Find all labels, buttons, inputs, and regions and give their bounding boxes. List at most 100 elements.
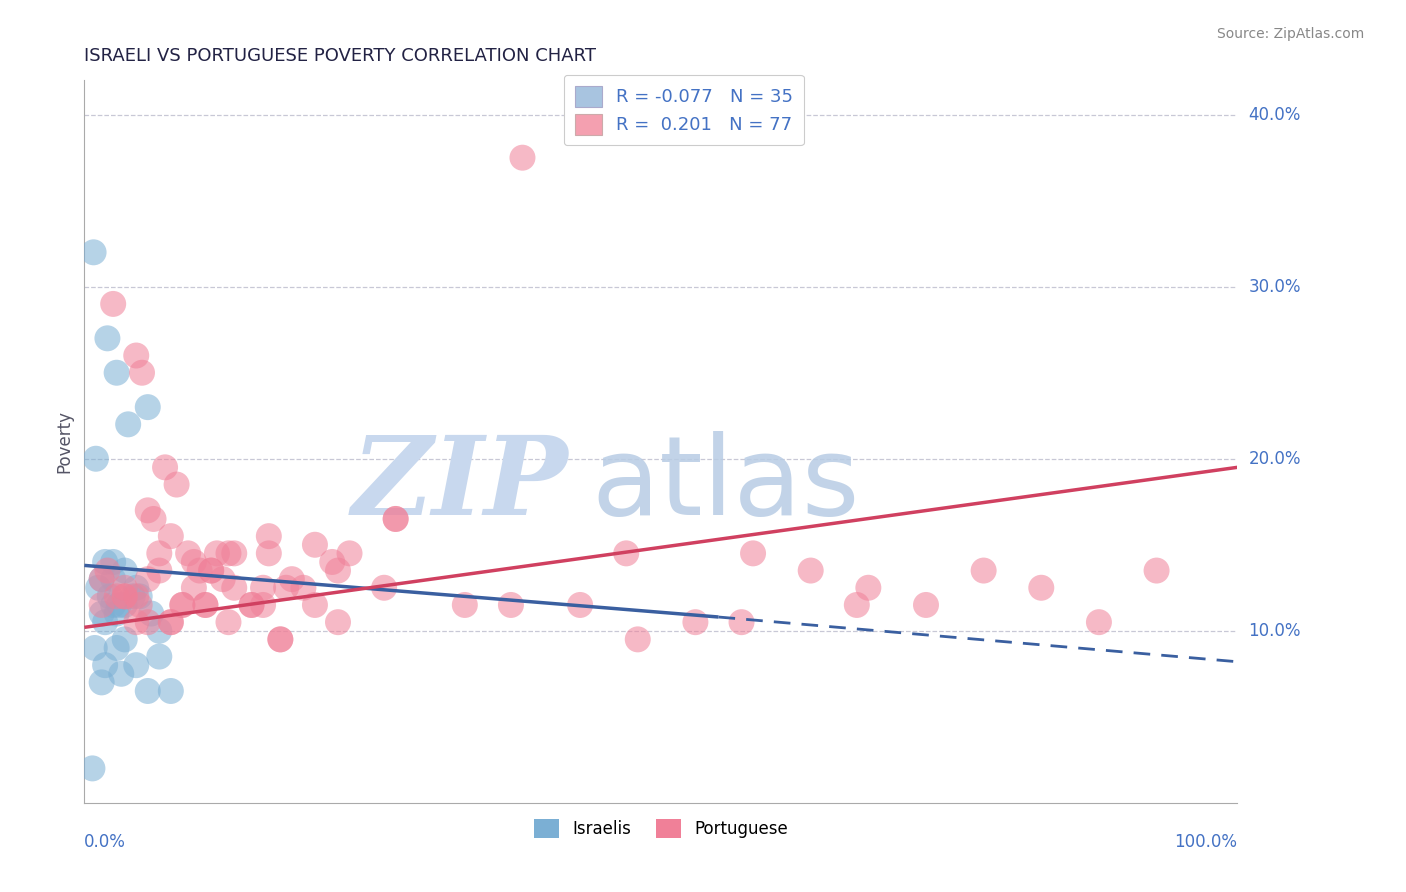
Point <box>114 598 136 612</box>
Point <box>94 615 117 630</box>
Point <box>172 598 194 612</box>
Point <box>114 581 136 595</box>
Point <box>148 649 170 664</box>
Point <box>512 151 534 165</box>
Point <box>96 564 118 578</box>
Point <box>121 590 143 604</box>
Point <box>730 615 752 630</box>
Point <box>103 555 124 569</box>
Text: ISRAELI VS PORTUGUESE POVERTY CORRELATION CHART: ISRAELI VS PORTUGUESE POVERTY CORRELATIO… <box>84 47 596 65</box>
Point <box>742 546 765 560</box>
Point <box>614 546 637 560</box>
Point <box>218 615 240 630</box>
Point <box>136 400 159 414</box>
Point <box>252 581 274 595</box>
Point <box>105 640 128 655</box>
Point <box>108 598 131 612</box>
Point <box>136 503 159 517</box>
Point <box>326 564 349 578</box>
Point <box>292 581 315 595</box>
Point <box>148 546 170 560</box>
Point <box>83 245 105 260</box>
Y-axis label: Poverty: Poverty <box>55 410 73 473</box>
Point <box>136 615 159 630</box>
Point <box>125 590 148 604</box>
Point <box>114 632 136 647</box>
Point <box>269 632 291 647</box>
Point <box>269 632 291 647</box>
Point <box>114 590 136 604</box>
Point <box>326 615 349 630</box>
Point <box>160 615 183 630</box>
Point <box>252 598 274 612</box>
Point <box>183 581 205 595</box>
Point <box>114 590 136 604</box>
Point <box>183 555 205 569</box>
Point <box>136 684 159 698</box>
Point <box>973 564 995 578</box>
Point <box>110 666 132 681</box>
Point <box>627 632 650 647</box>
Point <box>105 607 128 621</box>
Point <box>205 546 228 560</box>
Point <box>257 546 280 560</box>
Point <box>304 598 326 612</box>
Point <box>685 615 707 630</box>
Point <box>384 512 406 526</box>
Point <box>90 607 112 621</box>
Point <box>172 598 194 612</box>
Point <box>128 598 150 612</box>
Point <box>103 572 124 586</box>
Point <box>1031 581 1053 595</box>
Point <box>94 555 117 569</box>
Point <box>148 624 170 638</box>
Point <box>276 581 298 595</box>
Text: ZIP: ZIP <box>352 431 568 539</box>
Point <box>281 572 304 586</box>
Point <box>82 761 104 775</box>
Text: 20.0%: 20.0% <box>1249 450 1301 467</box>
Point <box>200 564 222 578</box>
Point <box>94 658 117 673</box>
Point <box>128 590 150 604</box>
Point <box>96 331 118 345</box>
Point <box>845 598 868 612</box>
Point <box>125 581 148 595</box>
Point <box>90 598 112 612</box>
Point <box>114 564 136 578</box>
Point <box>194 598 217 612</box>
Point <box>87 581 110 595</box>
Point <box>125 658 148 673</box>
Point <box>321 555 343 569</box>
Point <box>105 366 128 380</box>
Point <box>569 598 592 612</box>
Point <box>90 675 112 690</box>
Point <box>83 640 105 655</box>
Point <box>240 598 263 612</box>
Point <box>218 546 240 560</box>
Text: 10.0%: 10.0% <box>1249 622 1301 640</box>
Point <box>141 607 163 621</box>
Point <box>153 460 176 475</box>
Point <box>125 615 148 630</box>
Text: 40.0%: 40.0% <box>1249 105 1301 124</box>
Point <box>103 297 124 311</box>
Point <box>1146 564 1168 578</box>
Point <box>194 598 217 612</box>
Point <box>103 598 124 612</box>
Point <box>142 512 165 526</box>
Point <box>160 615 183 630</box>
Point <box>858 581 880 595</box>
Point <box>499 598 522 612</box>
Point <box>136 572 159 586</box>
Point <box>384 512 406 526</box>
Point <box>211 572 233 586</box>
Point <box>200 564 222 578</box>
Point <box>257 529 280 543</box>
Point <box>160 529 183 543</box>
Point <box>98 590 121 604</box>
Point <box>339 546 361 560</box>
Text: 0.0%: 0.0% <box>84 833 127 851</box>
Point <box>188 564 211 578</box>
Point <box>84 451 107 466</box>
